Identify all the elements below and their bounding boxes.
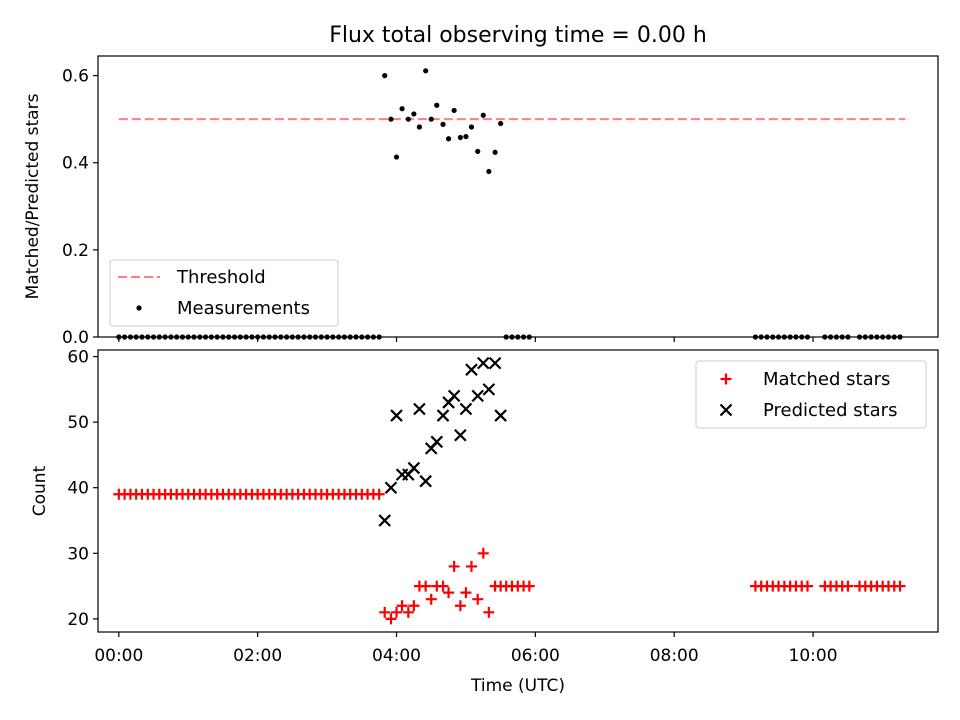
- x-tick-label: 10:00: [789, 646, 838, 666]
- y-tick-label: 0.2: [62, 241, 89, 261]
- legend-predicted-swatch: [719, 403, 733, 417]
- predicted-star-point: [447, 389, 461, 403]
- y-tick-label: 0.0: [62, 328, 89, 348]
- predicted-star-point: [390, 409, 403, 422]
- legend-matched-label: Matched stars: [763, 369, 890, 390]
- matched-star-point: [495, 580, 507, 592]
- predicted-star-point: [465, 363, 478, 376]
- predicted-star-point: [407, 461, 421, 475]
- predicted-star-point: [471, 389, 485, 403]
- x-tick-label: 00:00: [94, 646, 143, 666]
- matched-star-point: [472, 593, 484, 605]
- legend-threshold-label: Threshold: [176, 267, 266, 288]
- legend-box: [695, 360, 927, 429]
- x-axis-label: Time (UTC): [470, 676, 565, 696]
- legend: Matched stars Predicted stars: [695, 360, 927, 429]
- y-tick-label: 40: [67, 479, 89, 499]
- matched-star-point: [483, 606, 495, 618]
- measurement-point: [480, 112, 486, 118]
- matched-star-point: [842, 580, 854, 592]
- x-tick-label: 06:00: [511, 646, 560, 666]
- measurement-point: [388, 116, 394, 122]
- matched-star-point: [420, 580, 432, 592]
- x-tick-label: 02:00: [233, 646, 282, 666]
- y-tick-label: 60: [67, 348, 89, 368]
- predicted-star-point: [494, 409, 507, 422]
- predicted-star-point: [482, 383, 496, 396]
- legend-matched-swatch: [720, 373, 732, 385]
- x-tick-label: 04:00: [372, 646, 421, 666]
- measurement-point: [405, 116, 411, 122]
- measurement-point: [382, 73, 388, 79]
- measurement-point: [486, 168, 492, 175]
- matched-star-point: [379, 606, 391, 618]
- predicted-star-point: [384, 481, 398, 494]
- y-tick-label: 0.6: [62, 67, 89, 87]
- measurement-point: [393, 154, 400, 160]
- measurement-point: [498, 120, 504, 127]
- legend-box: [109, 259, 339, 327]
- measurement-point: [411, 111, 417, 117]
- predicted-star-point: [378, 514, 391, 527]
- flux-ratio-panel: 0.0 0.2 0.4 0.6 Matched/Predicted stars Thres…: [23, 55, 939, 348]
- matched-star-point: [402, 606, 414, 618]
- predicted-star-point: [454, 428, 467, 442]
- measurement-point: [457, 134, 463, 141]
- matched-star-point: [385, 613, 397, 625]
- measurement-point: [434, 102, 440, 108]
- matched-star-point: [408, 600, 420, 612]
- matched-star-point: [437, 580, 449, 592]
- star-count-panel: 20 30 40 50 60 00:00 02:00 04:00 06:00 08:00 10:00…: [30, 348, 939, 696]
- measurement-point: [423, 68, 429, 74]
- matched-star-point: [454, 600, 466, 612]
- measurement-point: [399, 106, 405, 112]
- top-axes-frame: [97, 55, 939, 338]
- x-tick-label: 08:00: [650, 646, 699, 666]
- measurement-point: [463, 133, 469, 140]
- matched-star-point: [465, 560, 477, 572]
- matched-star-point: [894, 580, 906, 592]
- y-axis-label: Count: [30, 465, 50, 516]
- matched-star-point: [523, 580, 535, 592]
- matched-star-point: [425, 593, 437, 605]
- matched-star-point: [391, 606, 403, 618]
- matched-star-point: [443, 587, 455, 599]
- legend-predicted-label: Predicted stars: [763, 400, 897, 421]
- predicted-star-point: [477, 356, 490, 370]
- matched-star-point: [373, 488, 385, 500]
- measurement-point: [475, 148, 481, 155]
- predicted-star-point: [459, 402, 473, 416]
- figure-title: Flux total observing time = 0.00 h: [329, 23, 707, 48]
- predicted-star-point: [419, 474, 432, 488]
- y-tick-label: 50: [67, 413, 89, 433]
- legend: Threshold Measurements: [109, 259, 339, 327]
- measurement-point: [416, 124, 423, 130]
- predicted-star-point: [436, 409, 450, 422]
- measurement-point: [445, 136, 452, 142]
- measurement-point: [492, 149, 498, 155]
- y-tick-label: 0.4: [62, 154, 89, 174]
- y-tick-label: 30: [67, 544, 89, 564]
- predicted-star-point: [430, 435, 444, 449]
- legend-measurements-label: Measurements: [177, 298, 310, 319]
- matched-star-point: [460, 587, 472, 599]
- bottom-axes-frame: [97, 349, 939, 633]
- measurement-point: [428, 116, 434, 122]
- y-tick-label: 20: [67, 610, 89, 630]
- predicted-star-point: [413, 402, 426, 416]
- legend-measurements-swatch: [136, 305, 142, 311]
- matched-star-point: [801, 580, 813, 592]
- matched-star-point: [396, 600, 408, 612]
- matched-star-point: [477, 547, 489, 559]
- matched-star-point: [448, 560, 460, 572]
- y-axis-label: Matched/Predicted stars: [23, 93, 43, 299]
- measurement-point: [440, 121, 446, 127]
- measurement-point: [451, 107, 457, 114]
- predicted-star-point: [488, 356, 502, 370]
- measurement-point: [468, 124, 475, 130]
